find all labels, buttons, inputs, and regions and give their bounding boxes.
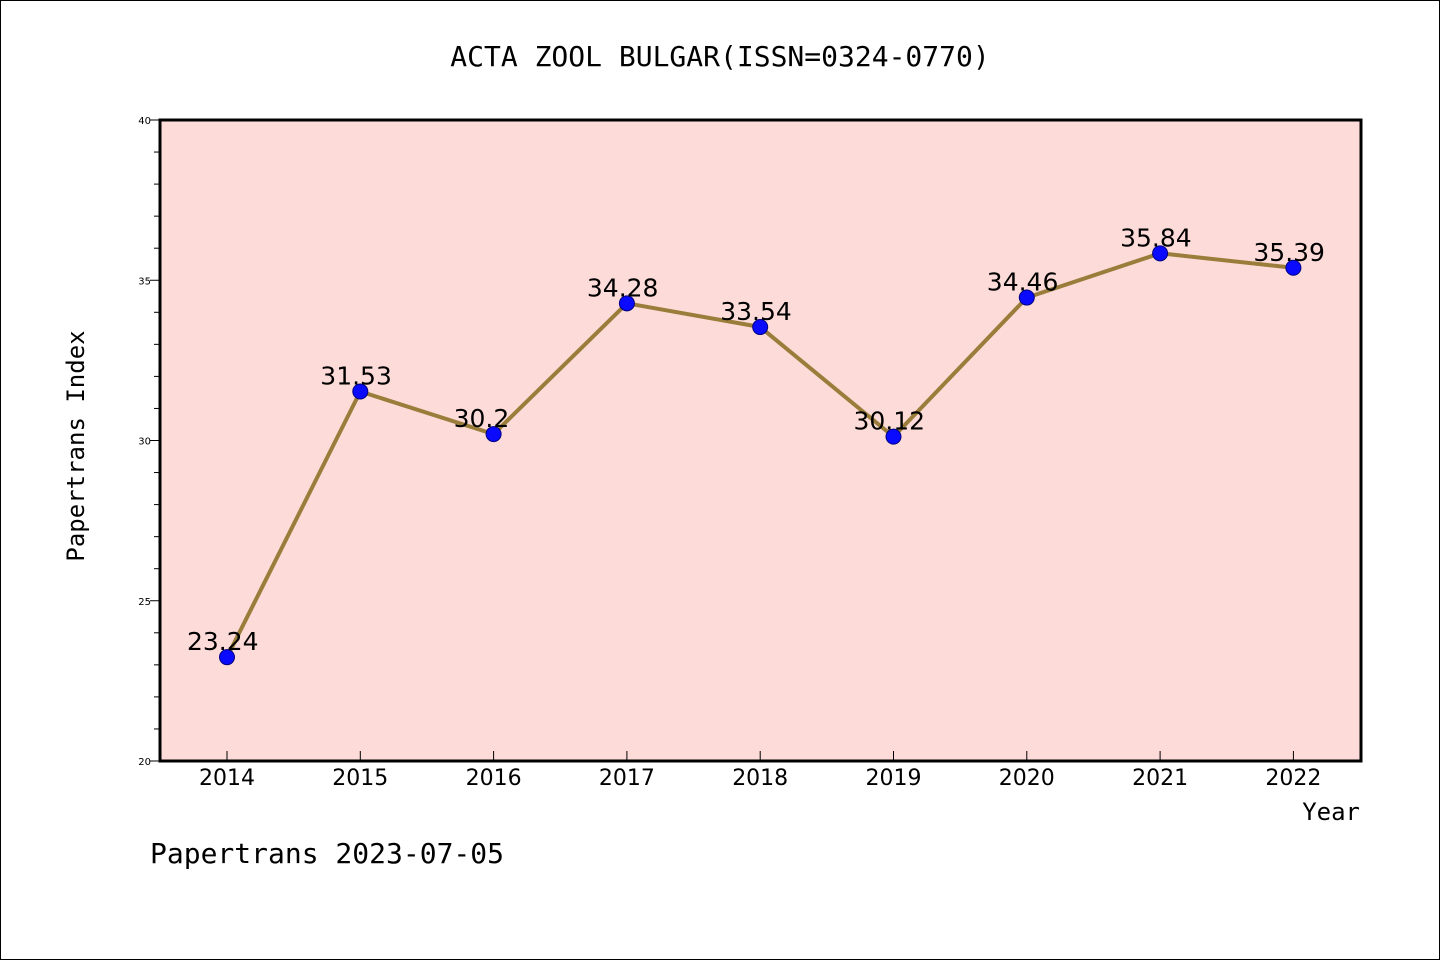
data-markers	[219, 245, 1302, 666]
data-labels: 23.24 31.53 30.2 34.28 33.54 30.12 34.46 35.84 3…	[187, 223, 1325, 656]
data-point-marker	[1285, 259, 1302, 276]
footer-date-label: Papertrans 2023-07-05	[150, 837, 504, 870]
data-value-label: 34.46	[987, 268, 1059, 297]
x-tick-label: 2022	[1265, 766, 1321, 791]
x-tick-label: 2016	[466, 766, 522, 791]
data-point-marker	[1152, 245, 1169, 262]
x-tick-label: 2020	[999, 766, 1055, 791]
data-value-label: 31.53	[320, 361, 392, 390]
y-axis-label: Papertrans Index	[62, 330, 90, 561]
chart-title: ACTA ZOOL BULGAR(ISSN=0324-0770)	[450, 40, 989, 73]
data-point-marker	[885, 428, 902, 445]
data-value-label: 35.84	[1120, 223, 1192, 252]
y-axis-ticks: 20 25 30 35 40	[138, 116, 160, 768]
x-tick-label: 2021	[1132, 766, 1188, 791]
data-point-marker	[219, 649, 235, 666]
data-value-label: 30.12	[854, 407, 926, 436]
plot-area	[160, 120, 1361, 761]
data-point-marker	[752, 319, 769, 336]
y-tick-label: 30	[138, 437, 151, 448]
x-axis-ticks: 2014 2015 2016 2017 2018 2019 2020 2021 2022	[199, 751, 1321, 791]
y-tick-label: 25	[138, 597, 151, 608]
data-point-marker	[1018, 289, 1035, 306]
data-value-label: 34.28	[587, 273, 659, 302]
data-value-label: 30.2	[454, 404, 510, 433]
data-point-marker	[618, 295, 635, 312]
x-tick-label: 2014	[199, 766, 255, 791]
x-tick-label: 2017	[599, 766, 655, 791]
x-tick-label: 2019	[866, 766, 922, 791]
y-tick-label: 35	[138, 276, 151, 287]
x-axis-label: Year	[1302, 798, 1360, 826]
y-tick-label: 40	[138, 116, 151, 127]
x-tick-label: 2015	[332, 766, 388, 791]
data-value-label: 35.39	[1253, 238, 1325, 267]
plot-border	[158, 118, 1363, 763]
data-point-marker	[352, 383, 369, 400]
data-value-label: 23.24	[187, 627, 259, 656]
data-point-marker	[485, 426, 502, 443]
data-value-label: 33.54	[720, 297, 792, 326]
y-tick-label: 20	[138, 757, 151, 768]
x-tick-label: 2018	[732, 766, 788, 791]
